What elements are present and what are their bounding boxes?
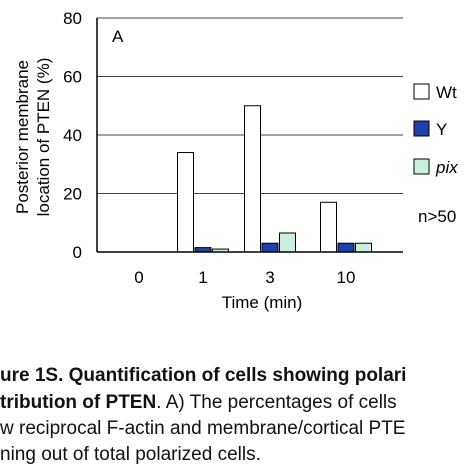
y-axis-label-line1: Posterior membrane	[13, 60, 32, 214]
legend-label-pix: pix	[435, 158, 458, 177]
x-tick-label: 10	[337, 268, 356, 287]
x-tick-label: 0	[134, 268, 143, 287]
y-tick-label: 0	[73, 243, 82, 262]
y-tick-label: 80	[63, 9, 82, 28]
y-tick-label: 40	[63, 126, 82, 145]
y-tick-label: 60	[63, 68, 82, 87]
figure-caption-line-2: tribution of PTEN. A) The percentages of…	[0, 390, 474, 415]
legend-label-wt: Wt	[436, 83, 457, 102]
bar-pix-3	[279, 232, 296, 253]
y-axis-label-line2: location of PTEN (%)	[34, 58, 53, 217]
y-tick-labels: 0 20 40 60 80	[63, 9, 82, 262]
bar-wt-3	[244, 105, 261, 253]
x-axis-label: Time (min)	[222, 293, 303, 312]
legend-swatch-pix	[413, 158, 430, 175]
caption-text: w reciprocal F-actin and membrane/cortic…	[0, 418, 406, 439]
x-tick-label: 3	[265, 268, 274, 287]
x-tick-labels: 0 1 3 10	[134, 268, 355, 287]
figure-caption-line-1: ure 1S. Quantification of cells showing …	[0, 363, 474, 388]
legend-label-y: Y	[436, 120, 447, 139]
bars	[177, 105, 372, 253]
legend-swatch-wt	[413, 83, 430, 100]
y-tick-label: 20	[63, 185, 82, 204]
caption-text: ning out of total polarized cells.	[0, 444, 261, 465]
caption-title: ure 1S. Quantification of cells showing …	[0, 365, 407, 386]
legend-swatch-y	[413, 120, 430, 137]
panel-label: A	[112, 27, 124, 46]
figure-caption-line-3: w reciprocal F-actin and membrane/cortic…	[0, 416, 474, 441]
bar-y-3	[261, 242, 279, 253]
bar-pix-10	[355, 242, 372, 253]
figure-caption-line-4: ning out of total polarized cells.	[0, 442, 474, 467]
sample-size-annotation: n>50	[418, 207, 456, 226]
caption-text: . A) The percentages of cells	[156, 392, 397, 413]
bar-wt-10	[320, 201, 337, 253]
bar-y-10	[337, 242, 355, 253]
x-tick-label: 1	[198, 268, 207, 287]
caption-title-cont: tribution of PTEN	[0, 392, 157, 413]
bar-chart: 0 20 40 60 80 0 1 3 10 A Posterior membrane loc…	[13, 9, 458, 312]
bar-wt-1	[177, 152, 194, 253]
